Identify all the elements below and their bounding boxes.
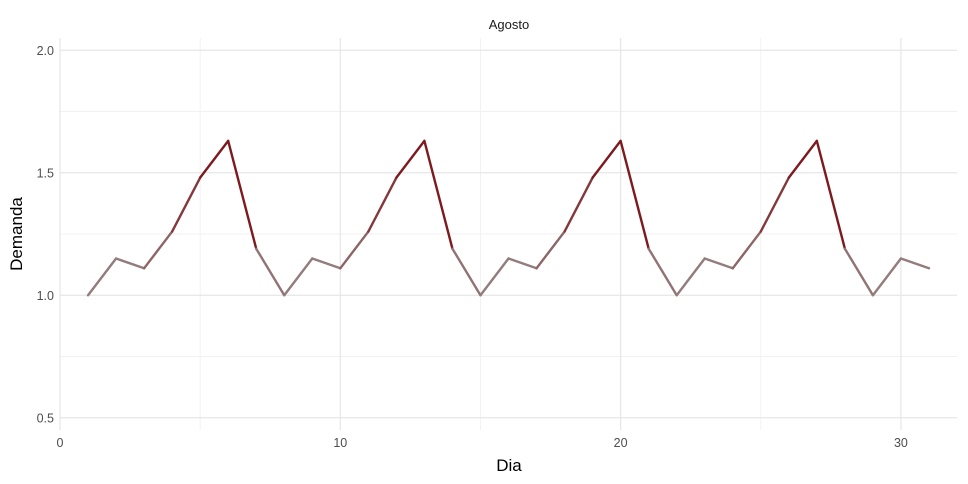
series-line-segment xyxy=(507,257,538,270)
series-lines xyxy=(86,139,931,297)
y-tick-label: 2.0 xyxy=(37,44,54,58)
series-line-segment xyxy=(591,139,622,179)
series-line-segment xyxy=(759,176,791,233)
series-line-segment xyxy=(787,139,819,179)
series-line-segment xyxy=(283,257,314,297)
x-tick-label: 0 xyxy=(57,436,64,450)
series-line-segment xyxy=(395,139,426,179)
series-line-segment xyxy=(367,176,398,233)
series-line-segment xyxy=(815,139,847,250)
series-line-segment xyxy=(339,230,370,270)
x-tick-label: 20 xyxy=(614,436,628,450)
y-tick-label: 1.0 xyxy=(37,289,54,303)
x-tick-label: 10 xyxy=(333,436,347,450)
series-line-segment xyxy=(198,139,230,179)
series-line-segment xyxy=(535,230,566,270)
y-axis-tick-labels: 0.5 1.0 1.5 2.0 xyxy=(37,44,54,426)
series-line-segment xyxy=(170,176,202,233)
y-axis-title: Demanda xyxy=(7,197,26,271)
series-line-segment xyxy=(255,247,286,297)
series-line-segment xyxy=(451,247,482,297)
series-line-segment xyxy=(703,257,734,270)
series-line-segment xyxy=(731,230,762,270)
series-line-segment xyxy=(86,257,118,297)
series-line-segment xyxy=(675,257,706,297)
series-line-segment xyxy=(619,139,650,250)
y-tick-label: 1.5 xyxy=(37,166,54,180)
series-line-segment xyxy=(423,139,454,250)
minor-gridlines xyxy=(60,38,957,430)
series-line-segment xyxy=(899,257,931,270)
x-axis-tick-labels: 0 10 20 30 xyxy=(57,436,908,450)
series-line-segment xyxy=(114,257,146,270)
series-line-segment xyxy=(226,139,258,250)
series-line-segment xyxy=(479,257,510,297)
facet-title: Agosto xyxy=(489,17,529,32)
series-line-segment xyxy=(311,257,342,270)
series-line-segment xyxy=(142,230,174,270)
x-tick-label: 30 xyxy=(894,436,908,450)
series-line-segment xyxy=(647,247,678,297)
series-line-segment xyxy=(563,176,594,233)
y-tick-label: 0.5 xyxy=(37,411,54,425)
x-axis-title: Dia xyxy=(496,456,522,475)
major-gridlines xyxy=(59,38,957,430)
series-line-segment xyxy=(871,257,903,297)
series-line-segment xyxy=(843,247,875,297)
